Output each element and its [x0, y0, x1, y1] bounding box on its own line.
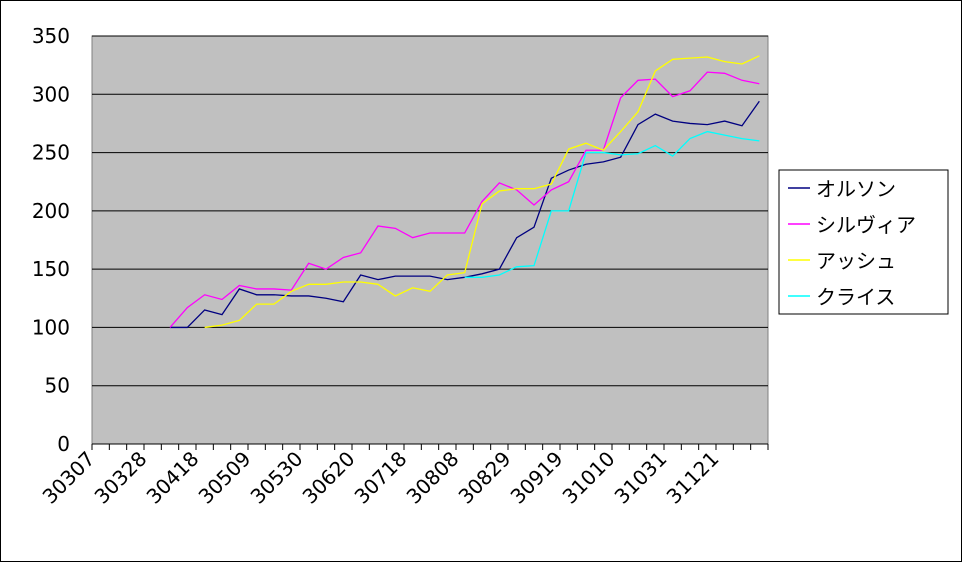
series-line [169, 71, 760, 328]
legend-label: オルソン [816, 177, 896, 201]
legend-label: シルヴィア [816, 213, 916, 237]
y-tick-label: 100 [32, 315, 70, 339]
legend-label: アッシュ [816, 249, 896, 273]
y-tick-label: 250 [32, 141, 70, 165]
y-tick-label: 350 [32, 24, 70, 48]
plot-area [91, 35, 769, 445]
series-line [464, 130, 760, 278]
y-tick-label: 300 [32, 82, 70, 106]
series-line [204, 55, 760, 329]
y-tick-label: 50 [45, 374, 70, 398]
legend-box [778, 169, 949, 315]
y-tick-label: 150 [32, 257, 70, 281]
legend-label: クライス [816, 285, 895, 309]
y-tick-label: 0 [57, 432, 70, 456]
y-tick-label: 200 [32, 199, 70, 223]
